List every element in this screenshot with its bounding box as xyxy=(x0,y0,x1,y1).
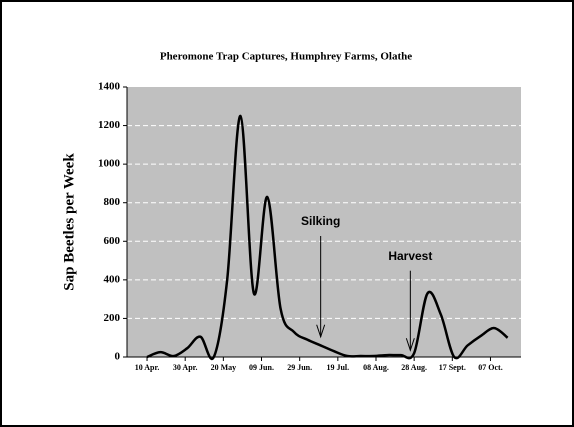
x-tick-label: 07 Oct. xyxy=(478,363,502,372)
arrow-head xyxy=(405,338,415,352)
x-tick-label: 08 Aug. xyxy=(363,363,389,372)
x-tick-label: 17 Sept. xyxy=(439,363,466,372)
annotation: Silking xyxy=(301,214,340,228)
x-tick-label: 10 Apr. xyxy=(135,363,160,372)
y-tick-label: 1200 xyxy=(98,119,121,131)
x-tick-label: 20 May xyxy=(211,363,237,372)
x-tick-label: 29 Jun. xyxy=(287,363,312,372)
y-tick-label: 1000 xyxy=(98,158,121,170)
arrow-head xyxy=(316,324,326,339)
y-tick-label: 400 xyxy=(104,273,121,285)
annotation: Harvest xyxy=(388,249,432,263)
y-tick-label: 1400 xyxy=(98,81,121,93)
y-tick-label: 600 xyxy=(104,235,121,247)
y-tick-label: 800 xyxy=(104,196,121,208)
x-tick-label: 28 Aug. xyxy=(401,363,427,372)
y-tick-label: 200 xyxy=(104,312,121,324)
x-tick-label: 30 Apr. xyxy=(173,363,198,372)
y-tick-label: 0 xyxy=(115,351,121,363)
plot-area xyxy=(127,87,521,357)
x-tick-label: 19 Jul. xyxy=(326,363,349,372)
data-line xyxy=(146,114,509,361)
y-axis-label: Sap Beetles per Week xyxy=(61,153,77,291)
chart-title: Pheromone Trap Captures, Humphrey Farms,… xyxy=(160,51,412,63)
x-tick-label: 09 Jun. xyxy=(249,363,274,372)
